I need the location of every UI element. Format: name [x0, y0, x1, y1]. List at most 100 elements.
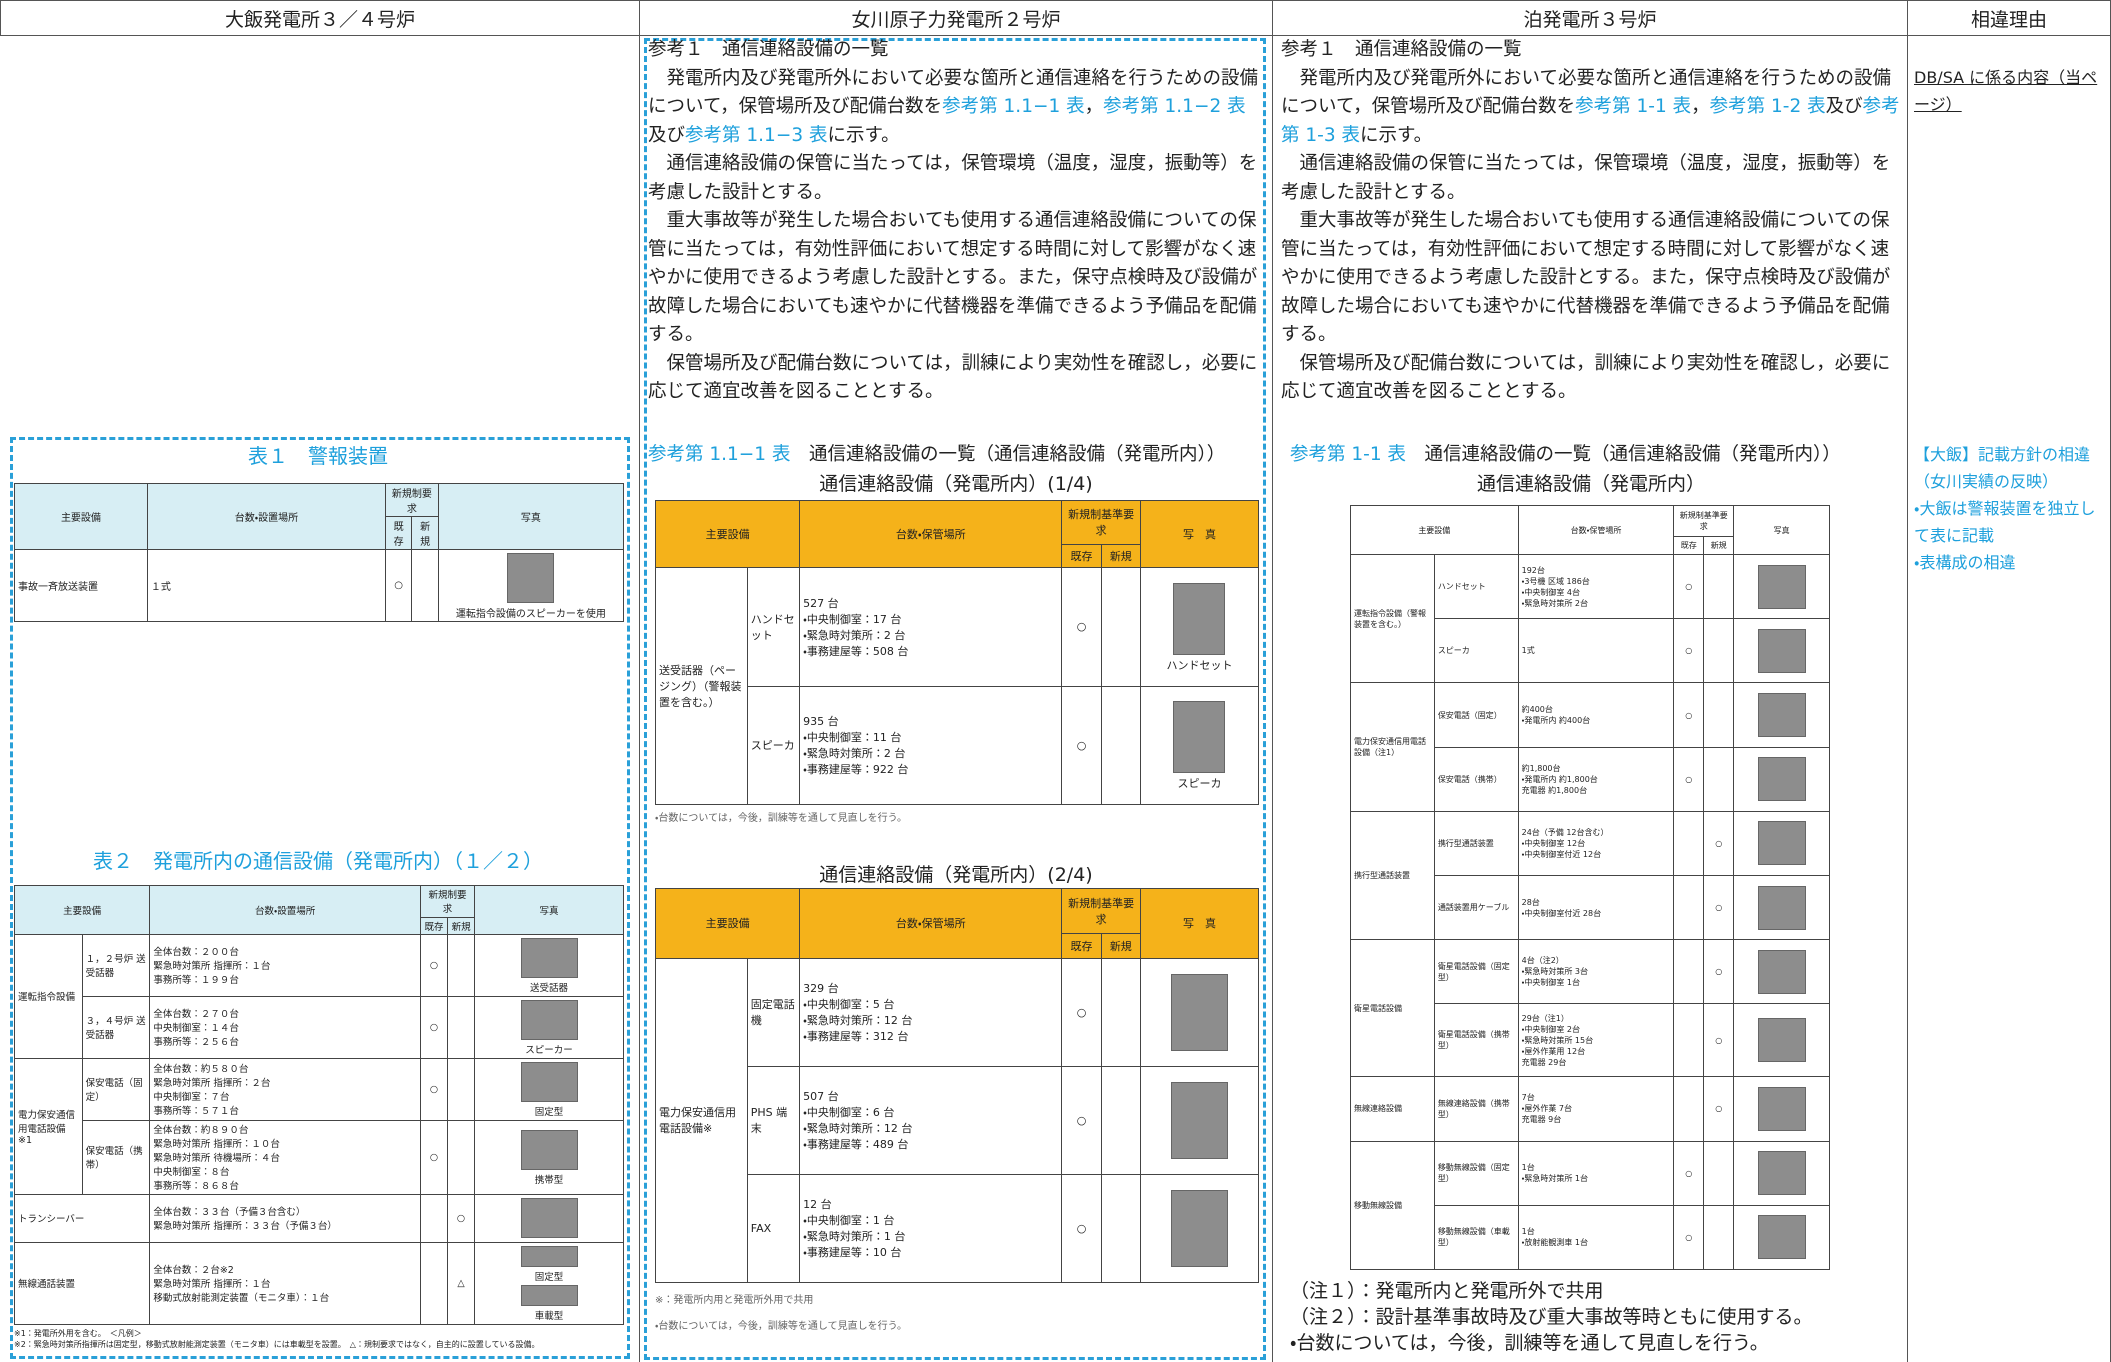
- photo-cell: [1733, 554, 1830, 620]
- item-cell: 保安電話（携帯）: [81, 1119, 151, 1195]
- photo: [520, 1000, 578, 1041]
- count-line: ・緊急時対策所 3台: [1521, 967, 1588, 977]
- photo: [1170, 973, 1228, 1051]
- header-cell: 写 真: [1139, 888, 1260, 959]
- text-segment: 重大事故等が発生した場合おいても使用する通信連絡設備についての保管に当たっては，…: [648, 210, 1258, 345]
- count-line: 緊急時対策所 指揮所：１台: [153, 961, 271, 973]
- note-line: ・表構成の相違: [1914, 553, 2016, 572]
- requirement-cell: [1673, 939, 1705, 1005]
- column-header: 女川原子力発電所２号炉: [639, 0, 1273, 36]
- requirement-cell: [1673, 1076, 1705, 1142]
- requirement-cell: ○: [1061, 1173, 1102, 1284]
- body-row: トランシーバー 全体台数：３３台（予備３台含む） 緊急時対策所 指揮所：３３台（予備…: [13, 1193, 624, 1243]
- count-line: ・緊急時対策所：2 台: [803, 628, 906, 642]
- count-line: ・緊急時対策所 1台: [1521, 1174, 1588, 1184]
- header-cell: 新規: [411, 516, 439, 550]
- count-line: ・事務建屋等：312 台: [803, 1030, 909, 1044]
- body-row: スピーカ 1式 ○: [1351, 618, 1830, 684]
- requirement-cell: ○: [419, 1057, 449, 1121]
- count-line: ・緊急時対策所：1 台: [803, 1230, 906, 1244]
- count-cell: 全体台数：２００台 緊急時対策所 指揮所：１台 事務所等：１９９台: [149, 933, 421, 997]
- count-cell: 約400台 ・発電所内 約400台: [1517, 682, 1675, 748]
- count-line: 緊急時対策所 指揮所：３３台（予備３台）: [153, 1221, 337, 1233]
- requirement-cell: △: [447, 1241, 476, 1326]
- requirement-cell: ○: [447, 1193, 476, 1243]
- item-cell: 保安電話（固定）: [81, 1057, 151, 1121]
- photo-cell: [474, 1193, 624, 1243]
- item-cell: 衛星電話設備（固定型）: [1433, 939, 1519, 1005]
- count-line: ・発電所内 約400台: [1521, 716, 1591, 726]
- requirement-cell: [1703, 618, 1735, 684]
- link-text: 参考第 1-2 表: [1709, 96, 1826, 117]
- photo-caption: 固定型: [534, 1107, 564, 1119]
- table-notes: （注１）：発電所内と発電所外で共用 （注２）：設計基準事故時及び重大事故等時ともに…: [1290, 1278, 1902, 1356]
- group-cell: 送受話器（ページング）（警報装置を含む。）: [655, 567, 748, 805]
- photo-caption: 運転指令設備のスピーカーを使用: [455, 609, 606, 620]
- requirement-cell: ○: [419, 1119, 449, 1195]
- photo-cell: [1733, 939, 1830, 1005]
- count-line: ・中央制御室 2台: [1521, 1024, 1580, 1034]
- count-line: ・中央制御室：17 台: [803, 612, 902, 626]
- header-cell: 既存: [1061, 543, 1102, 569]
- count-cell: 1台 ・緊急時対策所 1台: [1517, 1140, 1675, 1206]
- header-cell: 写真: [437, 483, 625, 550]
- requirement-cell: [1703, 1140, 1735, 1206]
- photo: [507, 553, 555, 603]
- count-line: ・緊急時対策所：12 台: [803, 1122, 913, 1136]
- photo-cell: 固定型 車載型: [474, 1241, 624, 1326]
- table-subtitle: 通信連絡設備（発電所内）: [1476, 473, 1705, 495]
- item-cell: 衛星電話設備（携帯型）: [1433, 1003, 1519, 1078]
- link-text: 参考第 1.1−1 表: [942, 96, 1085, 117]
- photo: [1757, 1086, 1806, 1131]
- header-cell: 新規: [1100, 543, 1141, 569]
- body-row: 送受話器（ページング）（警報装置を含む。） ハンドセット 527 台・中央制御室：1…: [655, 567, 1260, 805]
- link-text: 参考第 1.1−1 表: [648, 444, 791, 465]
- photo: [1757, 693, 1806, 738]
- photo-cell: [1733, 1076, 1830, 1142]
- body-row: 無線通話装置 全体台数：２台※2 緊急時対策所 指揮所：１台 移動式放射能測定装置（モ…: [13, 1241, 624, 1326]
- column-header: 相違理由: [1907, 0, 2111, 36]
- count-line: 緊急時対策所 待機場所：４台: [153, 1153, 280, 1165]
- requirement-cell: [447, 995, 476, 1059]
- text-segment: 発電所内及び発電所外において必要な箇所と通信連絡を行うための設備について，保管場…: [1281, 67, 1891, 118]
- header-cell: 台数・設置場所: [149, 885, 421, 935]
- body-row: 保安電話（携帯） 全体台数：約８９０台 緊急時対策所 指揮所：１０台 緊急時対策所 待…: [15, 1119, 624, 1195]
- text-segment: ，: [1691, 96, 1710, 117]
- column-divider: [639, 0, 640, 1362]
- group-cell: 電力保安通信用電話設備※1: [14, 1057, 83, 1195]
- paragraph: 参考１ 通信連絡設備の一覧: [648, 36, 1264, 65]
- note-line: ※：発電所内用と発電所外用で共用: [655, 1295, 814, 1306]
- group-cell: 携行型通話装置: [1350, 810, 1435, 941]
- photo: [1757, 949, 1806, 994]
- count-line: ・中央制御室 4台: [1521, 587, 1580, 597]
- photo: [1757, 628, 1806, 673]
- group-cell: 衛星電話設備: [1350, 939, 1435, 1078]
- note-line: ・大飯は警報装置を独立して表に記載: [1914, 499, 2096, 545]
- count-cell: １式: [146, 549, 386, 622]
- photo: [1757, 1215, 1806, 1260]
- header-row: 主要設備 台数・保管場所 新規制基準要求写 真: [654, 887, 1260, 959]
- body-row: 保安電話（携帯） 約1,800台 ・発電所内 約1,800台 充電器 約1,800台 ○: [1351, 746, 1830, 812]
- photo: [1173, 582, 1226, 655]
- table-title: 表２ 発電所内の通信設備（発電所内）（１／２）: [93, 849, 543, 873]
- header-row: 主要設備 台数・設置場所 新規制要求 写真: [14, 483, 625, 550]
- table-caption: 参考第 1.1−1 表 通信連絡設備の一覧（通信連絡設備（発電所内））: [648, 441, 1264, 470]
- table: 主要設備 台数・設置場所 新規制要求 写真 既存 新規 運転指令設備 １，２号炉 送受話器 全体…: [13, 885, 624, 1326]
- count-line: 1式: [1521, 646, 1535, 656]
- paragraph: 発電所内及び発電所外において必要な箇所と通信連絡を行うための設備について，保管場…: [648, 65, 1264, 151]
- count-line: 28台: [1521, 897, 1540, 907]
- count-line: ・緊急時対策所 15台: [1521, 1035, 1594, 1045]
- table: 主要設備 台数・保管場所 新規制基準要求写 真既存 新規 電力保安通信用電話設備※ 固定電…: [654, 887, 1260, 1284]
- count-cell: 28台 ・中央制御室付近 28台: [1517, 874, 1675, 941]
- header-cell: 主要設備: [654, 499, 801, 569]
- change-box: [644, 38, 1266, 1360]
- requirement-cell: ○: [1673, 1204, 1705, 1271]
- group-cell: 電力保安通信用電話設備（注1）: [1350, 682, 1435, 812]
- group-cell: 運転指令設備: [14, 933, 83, 1059]
- count-line: ・中央制御室：6 台: [803, 1106, 895, 1120]
- link-text: 参考第 1.1−2 表: [1103, 96, 1246, 117]
- body-row: ３，４号炉 送受話器 全体台数：２７０台 中央制御室：１４台 事務所等：２５６台 ○ スピ…: [15, 995, 624, 1059]
- header-cell: 写真: [474, 885, 624, 935]
- photo-cell: [1139, 957, 1260, 1067]
